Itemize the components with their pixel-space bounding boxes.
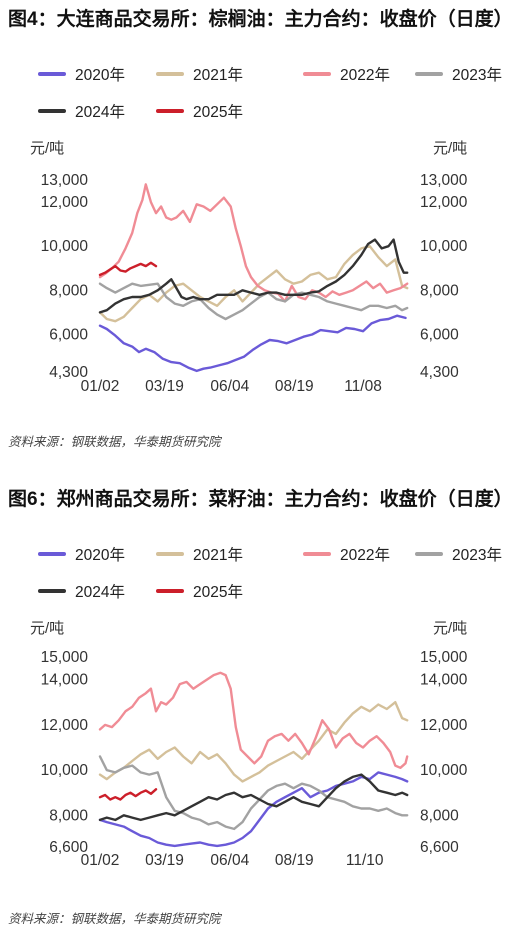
y-tick-label-right: 10,000 bbox=[420, 762, 468, 779]
figure4-left-unit: 元/吨 bbox=[30, 140, 65, 157]
x-tick-label: 08/19 bbox=[275, 852, 314, 869]
legend-item-2022年: 2022年 bbox=[303, 543, 390, 565]
x-tick-label: 11/08 bbox=[344, 378, 382, 395]
x-tick-label: 01/02 bbox=[81, 852, 120, 869]
legend-swatch bbox=[156, 109, 184, 113]
series-line-2021年 bbox=[98, 244, 409, 323]
legend-swatch bbox=[156, 589, 184, 593]
legend-item-2024年: 2024年 bbox=[38, 100, 125, 122]
y-tick-label-right: 4,300 bbox=[420, 364, 459, 381]
y-tick-label-left: 14,000 bbox=[41, 672, 89, 689]
y-tick-label-left: 15,000 bbox=[41, 649, 89, 666]
y-tick-label-right: 8,000 bbox=[420, 282, 459, 299]
legend-label: 2023年 bbox=[452, 547, 502, 564]
figure4-right-unit: 元/吨 bbox=[433, 140, 468, 157]
x-tick-label: 03/19 bbox=[145, 378, 184, 395]
x-tick-label: 06/04 bbox=[210, 378, 249, 395]
series-line-2023年 bbox=[98, 282, 409, 321]
y-tick-label-left: 12,000 bbox=[41, 194, 89, 211]
legend-item-2021年: 2021年 bbox=[156, 63, 243, 85]
y-tick-label-left: 12,000 bbox=[41, 717, 89, 734]
legend-label: 2022年 bbox=[340, 67, 390, 84]
legend-swatch bbox=[38, 589, 66, 593]
series-line-2024年 bbox=[98, 773, 409, 822]
figure4-chart: 4,300 4,300 6,000 6,000 8,000 8,000 10,000 10,0… bbox=[41, 172, 468, 395]
y-tick-label-left: 8,000 bbox=[49, 807, 88, 824]
y-tick-label-left: 6,000 bbox=[49, 326, 88, 343]
figure6-chart: 6,600 6,600 8,000 8,000 10,000 10,000 12,000 12… bbox=[41, 649, 468, 869]
y-tick-label-right: 10,000 bbox=[420, 238, 468, 255]
figure4-title: 图4：大连商品交易所：棕榈油：主力合约：收盘价（日度） bbox=[8, 9, 513, 30]
y-tick-label-right: 13,000 bbox=[420, 172, 468, 189]
figure4-legend: 2020年 2021年 2022年 2023年 2024年 2025年 bbox=[38, 63, 508, 125]
legend-item-2022年: 2022年 bbox=[303, 63, 390, 85]
x-tick-label: 03/19 bbox=[145, 852, 184, 869]
x-tick-label: 01/02 bbox=[81, 378, 120, 395]
series-line-2021年 bbox=[98, 701, 409, 783]
legend-label: 2021年 bbox=[193, 67, 243, 84]
legend-swatch bbox=[38, 109, 66, 113]
x-tick-label: 08/19 bbox=[275, 378, 314, 395]
series-line-2020年 bbox=[98, 314, 407, 373]
legend-label: 2024年 bbox=[75, 584, 125, 601]
figure6-left-unit: 元/吨 bbox=[30, 620, 65, 637]
figure6-title: 图6：郑州商品交易所：菜籽油：主力合约：收盘价（日度） bbox=[8, 489, 513, 510]
legend-label: 2020年 bbox=[75, 67, 125, 84]
y-tick-label-left: 10,000 bbox=[41, 238, 89, 255]
y-tick-label-left: 6,600 bbox=[49, 839, 88, 856]
x-tick-label: 06/04 bbox=[210, 852, 249, 869]
y-tick-label-left: 4,300 bbox=[49, 364, 88, 381]
y-tick-label-right: 15,000 bbox=[420, 649, 468, 666]
legend-swatch bbox=[303, 552, 331, 556]
legend-item-2020年: 2020年 bbox=[38, 63, 125, 85]
legend-item-2024年: 2024年 bbox=[38, 580, 125, 602]
legend-item-2023年: 2023年 bbox=[415, 63, 502, 85]
legend-swatch bbox=[156, 552, 184, 556]
series-line-2023年 bbox=[98, 755, 409, 831]
legend-swatch bbox=[415, 552, 443, 556]
y-tick-label-right: 12,000 bbox=[420, 194, 468, 211]
x-tick-label: 11/10 bbox=[346, 852, 384, 869]
y-tick-label-right: 8,000 bbox=[420, 807, 459, 824]
y-tick-label-left: 8,000 bbox=[49, 282, 88, 299]
y-tick-label-right: 12,000 bbox=[420, 717, 468, 734]
legend-item-2020年: 2020年 bbox=[38, 543, 125, 565]
y-tick-label-right: 6,000 bbox=[420, 326, 459, 343]
legend-swatch bbox=[38, 72, 66, 76]
legend-swatch bbox=[156, 72, 184, 76]
legend-swatch bbox=[415, 72, 443, 76]
series-line-2025年 bbox=[98, 788, 158, 801]
legend-swatch bbox=[38, 552, 66, 556]
series-line-2022年 bbox=[98, 183, 409, 303]
legend-item-2023年: 2023年 bbox=[415, 543, 502, 565]
legend-item-2025年: 2025年 bbox=[156, 580, 243, 602]
series-line-2022年 bbox=[98, 671, 409, 770]
legend-label: 2023年 bbox=[452, 67, 502, 84]
y-tick-label-right: 14,000 bbox=[420, 672, 468, 689]
figure6-right-unit: 元/吨 bbox=[433, 620, 468, 637]
figure4-source: 资料来源：钢联数据，华泰期货研究院 bbox=[8, 435, 221, 449]
figure6-source: 资料来源：钢联数据，华泰期货研究院 bbox=[8, 912, 221, 926]
legend-item-2021年: 2021年 bbox=[156, 543, 243, 565]
legend-label: 2025年 bbox=[193, 584, 243, 601]
legend-swatch bbox=[303, 72, 331, 76]
y-tick-label-left: 13,000 bbox=[41, 172, 89, 189]
y-tick-label-right: 6,600 bbox=[420, 839, 459, 856]
series-line-2024年 bbox=[98, 238, 409, 314]
legend-label: 2025年 bbox=[193, 104, 243, 121]
legend-label: 2024年 bbox=[75, 104, 125, 121]
y-tick-label-left: 10,000 bbox=[41, 762, 89, 779]
legend-label: 2020年 bbox=[75, 547, 125, 564]
series-line-2025年 bbox=[98, 261, 158, 277]
figure6-legend: 2020年 2021年 2022年 2023年 2024年 2025年 bbox=[38, 543, 508, 605]
legend-item-2025年: 2025年 bbox=[156, 100, 243, 122]
series-line-2020年 bbox=[98, 771, 409, 848]
legend-label: 2021年 bbox=[193, 547, 243, 564]
legend-label: 2022年 bbox=[340, 547, 390, 564]
